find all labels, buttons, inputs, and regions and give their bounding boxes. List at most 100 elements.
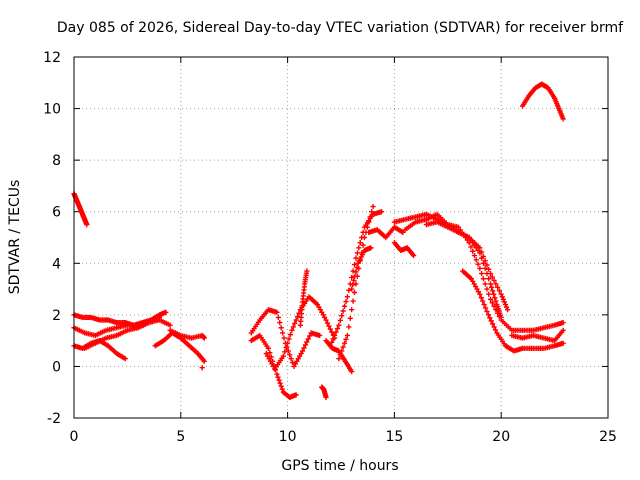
series-arc-evening-low — [509, 327, 566, 344]
y-tick-label: 4 — [52, 256, 61, 272]
data-point — [301, 345, 307, 351]
series-arc-rise-2 — [336, 203, 376, 362]
data-point — [482, 305, 489, 311]
data-point — [478, 295, 484, 301]
data-point — [353, 269, 359, 275]
data-point — [487, 271, 494, 277]
data-point — [290, 324, 296, 330]
data-point — [293, 317, 299, 323]
data-point — [368, 245, 374, 251]
data-point — [299, 348, 306, 354]
data-point — [493, 281, 499, 287]
data-point — [305, 336, 311, 342]
data-point — [349, 368, 355, 375]
data-point — [304, 268, 310, 274]
data-point — [274, 309, 280, 315]
data-point — [356, 245, 362, 251]
series-arc-midday-5 — [319, 384, 329, 400]
x-tick-label: 5 — [176, 429, 185, 445]
data-point — [477, 245, 483, 251]
data-point — [323, 394, 329, 400]
x-tick-label: 10 — [279, 429, 297, 445]
data-point — [84, 222, 90, 228]
data-point — [486, 291, 492, 297]
data-point — [349, 274, 355, 281]
data-point — [354, 264, 360, 271]
y-tick-label: 10 — [43, 102, 61, 118]
series-arc-late-morning-b — [167, 327, 207, 341]
data-point — [283, 344, 289, 351]
series-arc-midday-4 — [297, 268, 310, 328]
data-points — [71, 81, 566, 400]
data-point — [484, 286, 490, 292]
data-point — [288, 356, 294, 362]
data-point — [480, 253, 486, 260]
data-point — [293, 392, 299, 398]
data-point — [477, 291, 483, 297]
data-point — [279, 386, 285, 392]
data-point — [490, 321, 496, 327]
data-point — [378, 209, 385, 215]
data-point — [282, 349, 288, 355]
data-point — [334, 326, 341, 332]
data-point — [280, 353, 286, 359]
x-tick-label: 15 — [385, 429, 403, 445]
data-point — [267, 350, 273, 356]
data-point — [337, 317, 343, 324]
series-arc-morning-rise — [82, 314, 163, 351]
data-point — [340, 344, 346, 350]
data-point — [331, 332, 338, 339]
data-point — [330, 336, 336, 342]
x-tick-label: 20 — [492, 429, 510, 445]
series-arc-afternoon-3 — [423, 219, 511, 313]
data-point — [489, 274, 495, 280]
series-arc-plateau-dip — [391, 240, 417, 259]
y-axis-label: SDTVAR / TECUs — [7, 180, 23, 295]
data-point — [347, 315, 353, 321]
y-tick-label: 12 — [43, 50, 61, 66]
data-point — [560, 319, 566, 326]
data-point — [324, 320, 331, 326]
data-point — [498, 314, 504, 321]
data-point — [327, 326, 333, 332]
data-point — [343, 336, 349, 342]
data-point — [167, 322, 173, 328]
data-point — [351, 261, 358, 268]
series-arc-late-morning-c — [199, 365, 205, 371]
data-point — [287, 352, 293, 358]
data-point — [304, 339, 310, 345]
data-point — [286, 336, 292, 342]
data-point — [280, 330, 286, 336]
data-point — [346, 287, 352, 293]
data-point — [366, 219, 372, 225]
data-point — [353, 255, 359, 261]
data-point — [340, 308, 346, 314]
data-point — [199, 365, 205, 371]
series-arc-late-morning — [152, 330, 207, 364]
data-point — [479, 249, 485, 255]
data-point — [496, 288, 503, 294]
data-point — [367, 214, 373, 220]
data-point — [275, 374, 281, 380]
data-point — [480, 276, 486, 282]
data-point — [277, 319, 283, 326]
y-tick-label: -2 — [47, 411, 61, 427]
data-point — [471, 252, 478, 259]
data-point — [495, 284, 501, 290]
y-tick-label: 0 — [52, 359, 61, 375]
data-point — [488, 318, 494, 324]
series-arc-midday-2 — [248, 332, 299, 400]
data-point — [339, 313, 345, 319]
data-point — [350, 268, 356, 274]
data-point — [491, 324, 497, 330]
data-point — [473, 257, 479, 263]
data-point — [307, 333, 313, 339]
data-point — [302, 342, 308, 348]
data-point — [482, 265, 488, 272]
data-point — [477, 265, 483, 272]
data-point — [336, 356, 342, 362]
chart-title: Day 085 of 2026, Sidereal Day-to-day VTE… — [57, 20, 624, 36]
data-point — [491, 291, 497, 297]
